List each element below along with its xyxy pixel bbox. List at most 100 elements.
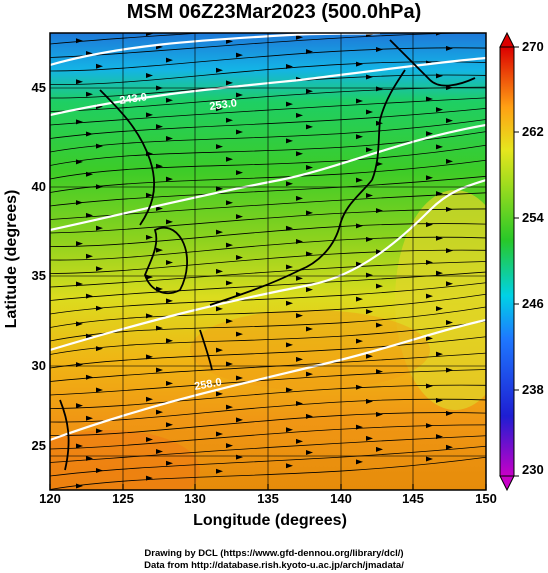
streamline-arrow — [146, 72, 153, 78]
streamline-arrow — [146, 396, 153, 402]
streamline-arrow — [296, 112, 303, 118]
streamline-arrow — [366, 236, 373, 242]
streamline-arrow — [86, 171, 93, 177]
streamline-arrow — [146, 234, 153, 240]
x-tick-label: 135 — [257, 491, 279, 506]
footer-credit-data: Data from http://database.rish.kyoto-u.a… — [144, 560, 404, 571]
streamline-arrow — [226, 280, 233, 286]
x-tick-label: 140 — [330, 491, 352, 506]
streamline-arrow — [286, 20, 293, 25]
streamline-arrow — [306, 49, 313, 55]
y-tick-label: 45 — [31, 80, 46, 95]
streamline-arrow — [226, 318, 233, 324]
streamline-arrow — [426, 293, 433, 299]
streamline-arrow — [166, 219, 173, 225]
streamline-arrow — [296, 34, 303, 40]
streamline-arrow — [286, 427, 293, 433]
streamline-arrow — [296, 313, 303, 319]
streamline-arrow — [296, 195, 303, 201]
streamline-arrow — [96, 387, 103, 393]
streamline-arrow — [156, 247, 163, 253]
streamline-arrow — [216, 229, 223, 235]
streamline-arrow — [436, 107, 443, 113]
streamline-arrow — [426, 423, 433, 429]
streamline-arrow — [426, 383, 433, 389]
streamline-arrow — [366, 192, 373, 198]
streamline-arrow — [286, 387, 293, 393]
streamline-arrow — [376, 369, 383, 375]
streamline-arrow — [86, 253, 93, 259]
streamline-arrow — [226, 443, 233, 449]
streamline-arrow — [306, 450, 313, 456]
streamline-arrow — [286, 300, 293, 306]
streamline-arrow — [306, 210, 313, 216]
streamline-arrow — [436, 73, 443, 79]
streamline-arrow — [76, 281, 83, 287]
streamline-arrow — [76, 483, 83, 489]
streamline-arrow — [86, 131, 93, 137]
streamline-arrow — [76, 38, 83, 44]
streamline-arrow — [296, 356, 303, 362]
streamline-arrow — [166, 298, 173, 304]
streamline-arrow — [96, 266, 103, 272]
map-title: MSM 06Z23Mar2023 (500.0hPa) — [126, 1, 422, 23]
streamline-arrow — [306, 124, 313, 130]
streamline-arrow — [366, 109, 373, 115]
y-tick-label: 30 — [31, 358, 46, 373]
x-axis-label: Longitude (degrees) — [193, 512, 347, 529]
colorbar-tick-label: 270 — [522, 39, 544, 54]
streamline-arrow — [426, 222, 433, 228]
streamline-arrow — [306, 287, 313, 293]
streamline-arrow — [216, 186, 223, 192]
y-tick-label: 25 — [31, 438, 46, 453]
streamline-arrow — [366, 147, 373, 153]
streamline-arrow — [286, 63, 293, 69]
streamline-arrow — [306, 326, 313, 332]
streamline-arrow — [166, 422, 173, 428]
streamline-arrow — [166, 338, 173, 344]
streamline-arrow — [366, 353, 373, 359]
streamline-arrow — [86, 293, 93, 299]
streamline-arrow — [376, 322, 383, 328]
streamline-arrow — [376, 446, 383, 452]
streamline-arrow — [436, 397, 443, 403]
streamline-arrow — [236, 375, 243, 381]
coastlines — [59, 39, 476, 471]
streamline-arrow — [216, 347, 223, 353]
streamline-arrow — [216, 391, 223, 397]
colorbar-tick-label: 262 — [522, 124, 544, 139]
contour-label: 253.0 — [209, 97, 238, 113]
streamline-arrow — [156, 124, 163, 130]
streamline-arrow — [376, 283, 383, 289]
streamline-arrow — [236, 129, 243, 135]
streamline-arrow — [76, 241, 83, 247]
streamline-arrow — [356, 177, 363, 183]
streamline-arrow — [236, 331, 243, 337]
streamline-arrow — [96, 63, 103, 69]
streamline-arrow — [216, 144, 223, 150]
streamline-arrow — [166, 135, 173, 141]
streamline-arrow — [376, 411, 383, 417]
streamline-arrow — [356, 98, 363, 104]
y-tick-label: 35 — [31, 268, 46, 283]
streamline-arrow — [236, 170, 243, 176]
streamline-arrow — [166, 260, 173, 266]
streamline — [50, 33, 209, 45]
streamline-arrow — [376, 161, 383, 167]
streamline-arrow — [426, 131, 433, 137]
streamline-arrow — [156, 325, 163, 331]
streamline-arrow — [436, 144, 443, 150]
streamline-arrow — [156, 163, 163, 169]
streamline-arrow — [96, 225, 103, 231]
streamline-arrow — [446, 45, 453, 51]
streamline-arrow — [286, 181, 293, 187]
streamline-arrow — [436, 235, 443, 241]
streamline-arrow — [446, 319, 453, 325]
x-tick-label: 120 — [39, 491, 61, 506]
streamline-arrow — [76, 79, 83, 85]
streamline-arrow — [356, 261, 363, 267]
streamline-arrow — [146, 112, 153, 118]
streamline-arrow — [286, 463, 293, 469]
footer-credit-drawing: Drawing by DCL (https://www.gfd-dennou.o… — [144, 548, 404, 559]
